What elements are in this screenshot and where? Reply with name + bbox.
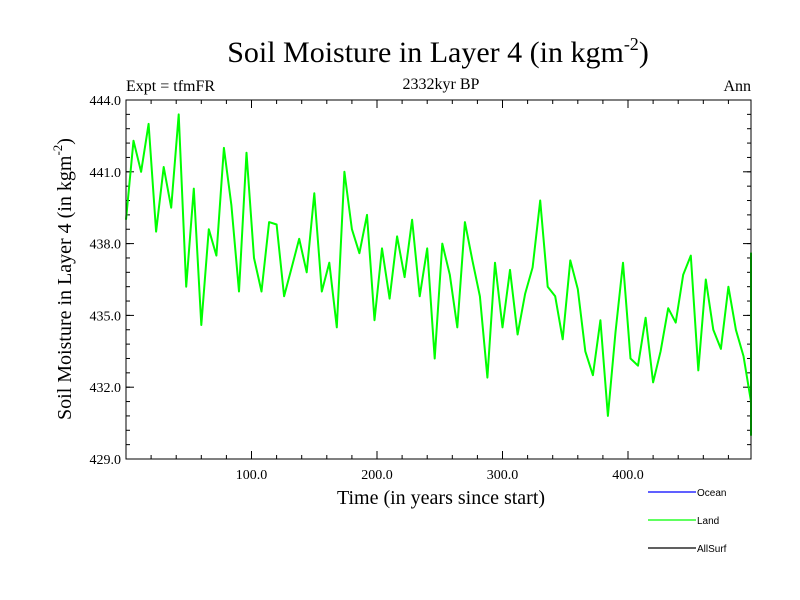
y-axis-label: Soil Moisture in Layer 4 (in kgm-2)	[50, 138, 76, 420]
experiment-label: Expt = tfmFR	[126, 78, 215, 95]
x-tick-label: 400.0	[612, 468, 644, 483]
chart-subtitle: 2332kyr BP	[403, 76, 480, 93]
season-label: Ann	[723, 78, 751, 95]
legend-label-land: Land	[697, 516, 719, 527]
series-layer	[125, 113, 752, 437]
y-tick-label: 435.0	[90, 309, 122, 324]
chart-title: Soil Moisture in Layer 4 (in kgm-2)	[227, 34, 649, 69]
y-tick-label: 438.0	[90, 238, 122, 253]
x-tick-label: 200.0	[361, 468, 393, 483]
y-tick-label: 441.0	[90, 166, 122, 181]
axis-ticks: 429.0 432.0 435.0 438.0 441.0 444.0 100.0 200.0…	[90, 94, 751, 483]
series-line-land	[125, 113, 752, 437]
x-tick-label: 300.0	[487, 468, 519, 483]
plot-frame	[125, 99, 752, 460]
x-axis-label: Time (in years since start)	[337, 487, 545, 509]
legend: Ocean Land AllSurf	[648, 488, 727, 555]
legend-label-allsurf: AllSurf	[697, 544, 727, 555]
y-tick-label: 429.0	[90, 453, 122, 468]
legend-label-ocean: Ocean	[697, 488, 726, 499]
x-tick-label: 100.0	[236, 468, 268, 483]
y-tick-label: 444.0	[90, 94, 122, 109]
y-tick-label: 432.0	[90, 381, 122, 396]
